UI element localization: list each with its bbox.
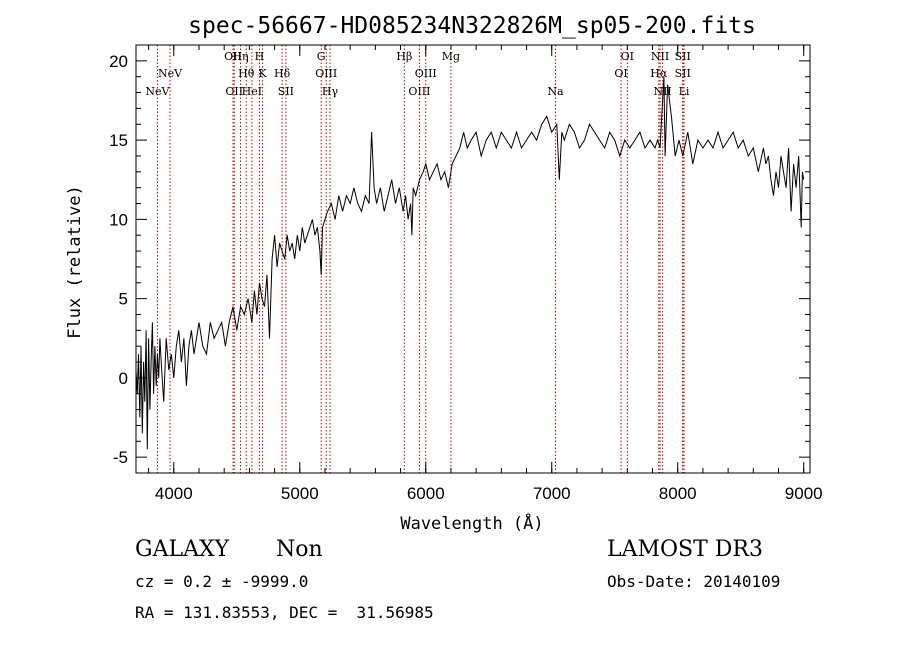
- redshift-cz: cz = 0.2 ± -9999.0: [135, 572, 309, 591]
- line-label-17: Mg: [442, 50, 460, 63]
- line-label-24: SII: [675, 50, 691, 63]
- survey-name: LAMOST DR3: [607, 537, 763, 562]
- line-label-5: Hθ: [238, 67, 255, 80]
- line-label-6: HeI: [242, 85, 262, 98]
- line-label-26: Li: [679, 85, 690, 98]
- y-tick-label-3: 10: [109, 210, 128, 229]
- x-tick-label-5: 9000: [785, 484, 823, 503]
- line-label-9: Hδ: [274, 67, 291, 80]
- line-label-7: H: [255, 50, 265, 63]
- y-axis-label: Flux (relative): [65, 185, 85, 339]
- line-label-1: NeV: [158, 67, 183, 80]
- observation-date: Obs-Date: 20140109: [607, 572, 781, 591]
- y-tick-label-5: 20: [109, 52, 128, 71]
- line-label-0: NeV: [145, 85, 170, 98]
- line-label-4: Hη: [232, 50, 248, 63]
- line-label-21: Hα: [650, 67, 668, 80]
- line-label-14: Hβ: [396, 50, 412, 63]
- line-label-22: NII: [651, 50, 669, 63]
- y-tick-label-0: -5: [113, 448, 128, 467]
- line-label-10: SII: [278, 85, 294, 98]
- line-label-13: Hγ: [322, 85, 339, 98]
- spectrum-line: [135, 76, 805, 450]
- x-axis-ticks: 4000 5000 6000 7000 8000 9000: [148, 45, 823, 503]
- x-tick-label-0: 4000: [155, 484, 193, 503]
- chart-title: spec-56667-HD085234N322826M_sp05-200.fit…: [188, 13, 756, 39]
- line-label-3: OII: [225, 85, 243, 98]
- line-label-2: OII: [224, 50, 242, 63]
- line-label-19: OI: [614, 67, 627, 80]
- y-tick-label-1: 0: [119, 369, 128, 388]
- line-label-15: OIII: [408, 85, 430, 98]
- line-label-11: G: [317, 50, 326, 63]
- emission-line-markers: [156, 45, 685, 473]
- y-tick-label-4: 15: [109, 131, 128, 150]
- line-label-12: OIII: [315, 67, 337, 80]
- x-axis-label: Wavelength (Å): [400, 512, 543, 534]
- object-subclass: Non: [276, 537, 323, 562]
- x-tick-label-2: 6000: [407, 484, 445, 503]
- y-tick-label-2: 5: [119, 290, 128, 309]
- line-label-16: OIII: [415, 67, 437, 80]
- line-label-8: K: [259, 67, 268, 80]
- x-tick-label-4: 8000: [659, 484, 697, 503]
- line-label-25: SII: [675, 67, 691, 80]
- line-label-20: OI: [621, 50, 634, 63]
- line-label-18: Na: [547, 85, 564, 98]
- x-tick-label-3: 7000: [533, 484, 571, 503]
- object-class: GALAXY: [135, 537, 230, 562]
- y-axis-ticks: -5 0 5 10 15 20: [109, 44, 810, 474]
- coordinates: RA = 131.83553, DEC = 31.56985: [135, 603, 434, 622]
- x-tick-label-1: 5000: [281, 484, 319, 503]
- plot-frame: [135, 44, 811, 474]
